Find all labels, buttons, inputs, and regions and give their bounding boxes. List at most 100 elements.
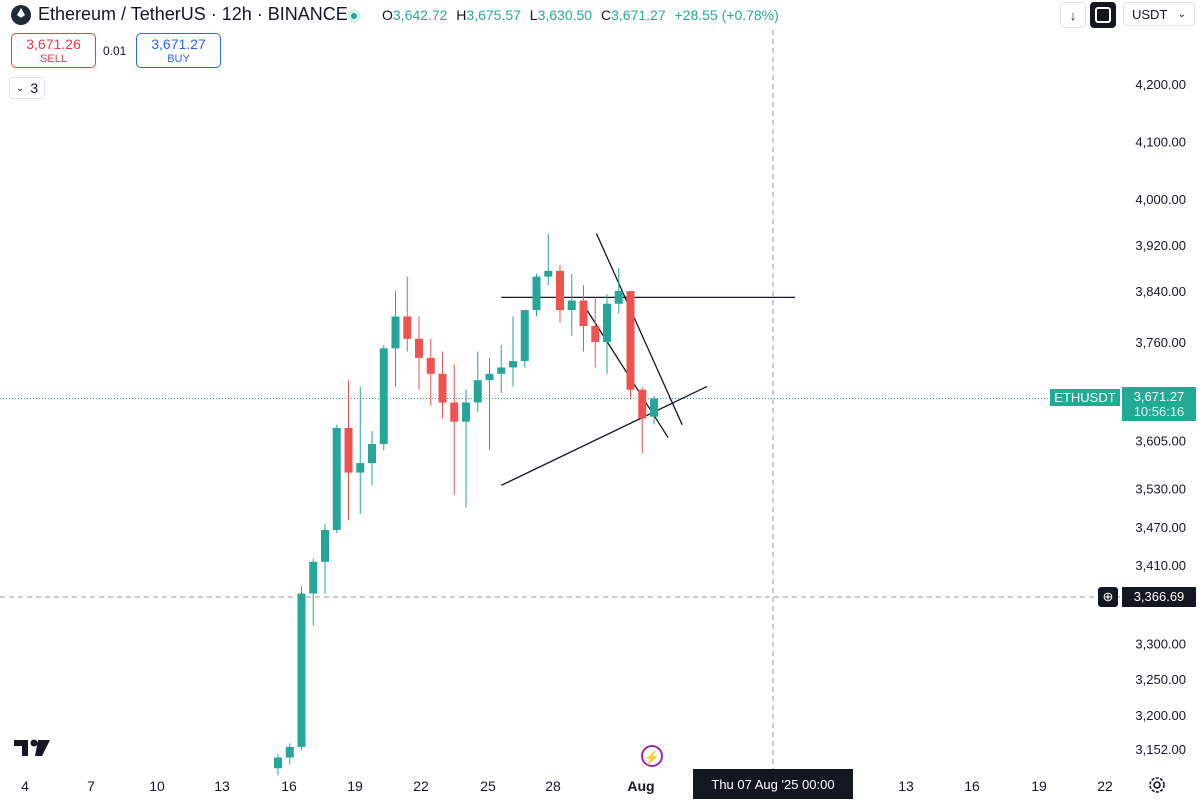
candle-body (403, 316, 412, 339)
candle (426, 338, 435, 406)
price-tick-label: 3,605.00 (1135, 434, 1186, 449)
symbol-title[interactable]: Ethereum / TetherUS · 12h · BINANCE (38, 4, 348, 24)
candle-body (321, 529, 329, 562)
crosshair-price-tag: 3,366.69 (1122, 587, 1196, 607)
time-tick-label: 7 (87, 778, 95, 794)
market-open-status-icon (347, 9, 361, 23)
candle (544, 233, 553, 286)
indicators-count: 3 (30, 80, 39, 96)
price-tick-label: 4,200.00 (1135, 77, 1186, 92)
high-key: H (456, 7, 467, 23)
time-tick-label: 16 (281, 778, 297, 794)
candle (415, 316, 423, 390)
fullscreen-button[interactable] (1090, 2, 1116, 28)
price-tick-label: 4,100.00 (1135, 135, 1186, 150)
candle (532, 273, 541, 317)
sell-button[interactable]: 3,671.26 SELL (11, 33, 96, 68)
last-price-tag: 3,671.27 10:56:16 (1122, 387, 1196, 421)
chart-header: Ethereum / TetherUS · 12h · BINANCE O3,6… (0, 0, 1199, 30)
trendlines (500, 233, 795, 486)
lightning-icon[interactable]: ⚡ (641, 745, 663, 767)
candle (368, 431, 376, 486)
gear-icon[interactable] (1148, 776, 1166, 794)
buy-button[interactable]: 3,671.27 BUY (136, 33, 221, 68)
price-tick-label: 3,530.00 (1135, 482, 1186, 497)
arrow-down-icon[interactable]: ↓ (1060, 2, 1086, 28)
crosshair-time-tag: Thu 07 Aug '25 00:00 (693, 769, 853, 799)
candle (321, 523, 329, 594)
low-value: 3,630.50 (537, 7, 593, 23)
price-tick-label: 3,840.00 (1135, 284, 1186, 299)
candle-body (391, 316, 400, 349)
spread-value: 0.01 (103, 44, 127, 58)
candle (556, 265, 564, 323)
trendline-1 (500, 385, 708, 486)
change-value: +28.55 (+0.78%) (674, 7, 779, 23)
time-tick-label: 22 (413, 778, 429, 794)
candle (274, 753, 282, 776)
time-tick-label: 13 (214, 778, 230, 794)
candle (638, 386, 647, 454)
candle (379, 345, 388, 451)
add-alert-plus-icon[interactable]: ⊕ (1098, 587, 1118, 607)
time-tick-label: 19 (1031, 778, 1047, 794)
candle (391, 291, 400, 387)
candle-body (509, 361, 517, 368)
candle-body (650, 398, 658, 417)
time-tick-label: 13 (898, 778, 914, 794)
candle (473, 351, 482, 413)
sell-label: SELL (40, 53, 67, 65)
ohlc-readout: O3,642.72 H3,675.57 L3,630.50 C3,671.27 … (382, 7, 784, 23)
price-tick-label: 3,410.00 (1135, 558, 1186, 573)
price-tick-label: 3,152.00 (1135, 742, 1186, 757)
price-tick-label: 4,000.00 (1135, 192, 1186, 207)
candle-body (297, 593, 306, 747)
last-price-value: 3,671.27 (1133, 389, 1185, 404)
time-tick-label: 22 (1097, 778, 1113, 794)
candle (462, 389, 470, 508)
candle (403, 276, 412, 352)
candle (614, 268, 623, 314)
candle-body (426, 357, 435, 374)
chevron-down-icon: ⌄ (16, 82, 25, 94)
candle-body (379, 348, 388, 444)
currency-select[interactable]: USDT ⌄ (1123, 2, 1195, 26)
candle-body (344, 428, 353, 473)
low-key: L (529, 7, 538, 23)
time-tick-label: 28 (545, 778, 561, 794)
candle (626, 291, 635, 400)
candle-body (415, 338, 423, 358)
candle (438, 351, 447, 419)
candle (520, 310, 529, 368)
candle-body (544, 270, 553, 277)
time-tick-label: 25 (480, 778, 496, 794)
price-axis: 4,200.00 4,100.00 4,000.00 3,920.00 3,840.00… (1135, 77, 1186, 757)
ethereum-logo-icon (11, 5, 31, 25)
candle-body (438, 373, 447, 403)
candle-body (603, 303, 611, 342)
candle-body (274, 757, 282, 769)
candle-body (520, 310, 529, 362)
candle (509, 316, 517, 387)
time-tick-label: Aug (627, 778, 654, 794)
close-key: C (600, 7, 612, 23)
high-value: 3,675.57 (466, 7, 521, 23)
open-key: O (382, 7, 393, 23)
candle-body (567, 300, 576, 311)
candle-body (473, 380, 482, 403)
candle (356, 386, 365, 515)
candle (285, 743, 294, 765)
candle (450, 364, 459, 495)
candle-body (450, 402, 459, 422)
candle-body (579, 300, 588, 327)
price-tick-label: 3,200.00 (1135, 708, 1186, 723)
chevron-down-icon: ⌄ (1177, 8, 1186, 20)
indicators-toggle[interactable]: ⌄ 3 (9, 77, 46, 99)
candle-body (285, 746, 294, 758)
open-value: 3,642.72 (392, 7, 448, 23)
candle-body (332, 428, 341, 530)
candle-body (356, 463, 365, 473)
candle-body (462, 402, 470, 422)
candle-body (532, 276, 541, 311)
